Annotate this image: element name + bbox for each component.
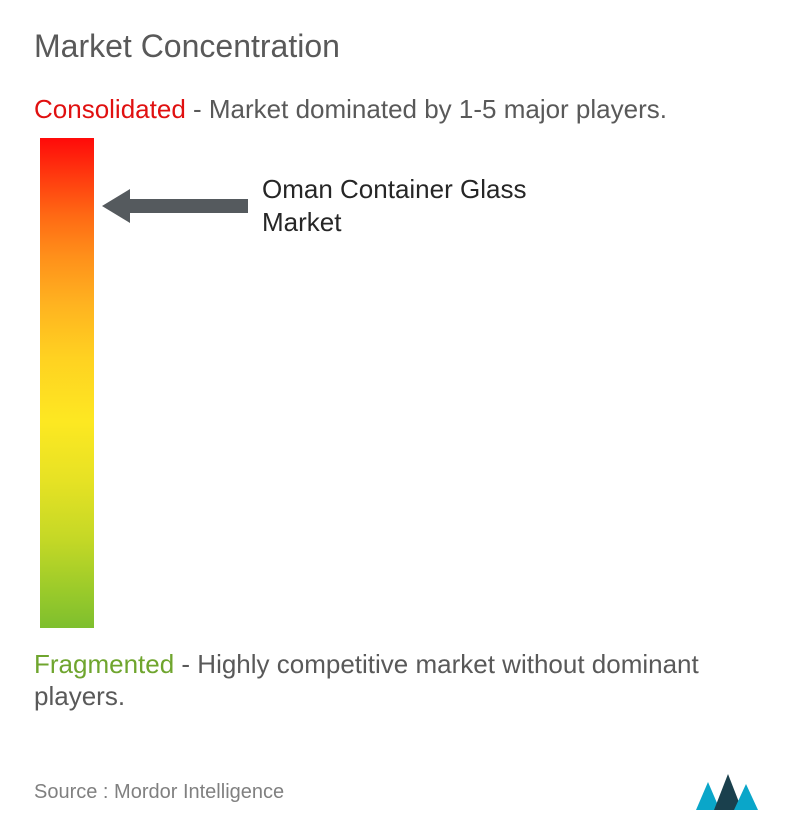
page-title: Market Concentration	[34, 28, 762, 65]
spectrum-area: Oman Container Glass Market	[34, 138, 762, 638]
spectrum-bar	[40, 138, 94, 628]
fragmented-description: Fragmented - Highly competitive market w…	[34, 648, 762, 713]
consolidated-desc-text: - Market dominated by 1-5 major players.	[186, 94, 667, 124]
consolidated-label: Consolidated	[34, 94, 186, 124]
marker-label: Oman Container Glass Market	[262, 173, 582, 238]
source-attribution: Source : Mordor Intelligence	[34, 781, 284, 804]
brand-logo-icon	[692, 770, 762, 814]
fragmented-label: Fragmented	[34, 649, 174, 679]
marker-arrow-group: Oman Container Glass Market	[128, 173, 582, 238]
consolidated-description: Consolidated - Market dominated by 1-5 m…	[34, 93, 762, 126]
arrow-left-icon	[128, 199, 248, 213]
